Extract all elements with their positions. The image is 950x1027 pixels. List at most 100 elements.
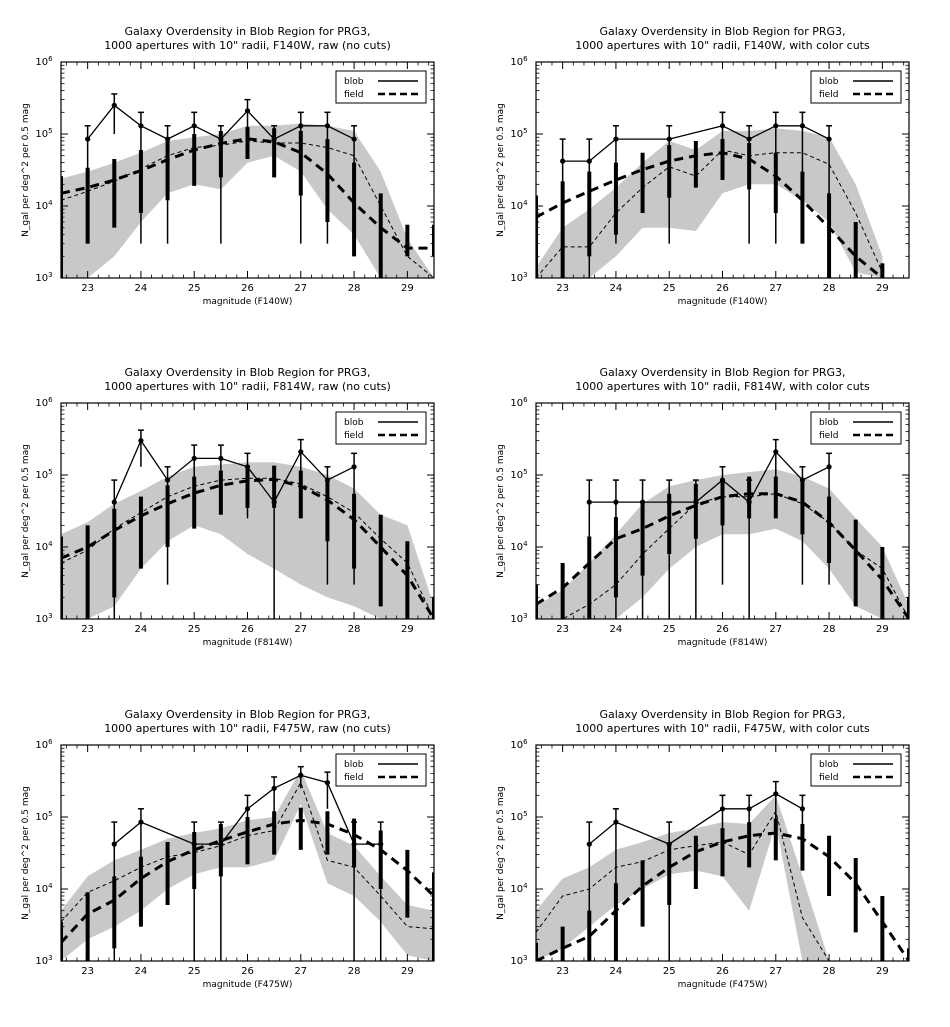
x-tick-label: 25 — [663, 966, 676, 977]
y-axis-label: N_gal per deg^2 per 0.5 mag — [496, 444, 506, 578]
blob-line — [589, 450, 830, 504]
blob-point — [799, 123, 806, 129]
blob-point — [111, 499, 117, 505]
x-tick-label: 28 — [823, 283, 836, 294]
blob-point — [826, 464, 832, 470]
blob-point — [613, 819, 619, 825]
chart-panel: Galaxy Overdensity in Blob Region for PR… — [21, 366, 435, 648]
y-axis-label: N_gal per deg^2 per 0.5 mag — [21, 444, 31, 578]
y-tick-label: 106 — [510, 55, 528, 68]
x-tick-label: 24 — [610, 624, 623, 635]
blob-point — [586, 158, 592, 164]
x-tick-label: 29 — [401, 624, 414, 635]
x-tick-label: 29 — [401, 966, 414, 977]
blob-point — [298, 123, 304, 129]
x-tick-label: 23 — [81, 283, 94, 294]
legend-label-field: field — [819, 773, 838, 783]
blob-point — [666, 499, 672, 505]
y-tick-label: 105 — [35, 810, 52, 823]
x-tick-label: 27 — [769, 283, 782, 294]
legend-label-blob: blob — [819, 760, 839, 770]
blob-point — [719, 123, 726, 129]
blob-point — [111, 841, 117, 847]
blob-point — [586, 499, 592, 505]
blob-point — [271, 499, 277, 505]
x-tick-label: 28 — [823, 966, 836, 977]
blob-point — [613, 499, 619, 505]
blob-point — [298, 449, 304, 455]
y-tick-label: 103 — [35, 612, 52, 625]
y-tick-label: 104 — [510, 540, 528, 553]
chart-title: Galaxy Overdensity in Blob Region for PR… — [599, 708, 845, 721]
x-tick-label: 24 — [610, 283, 623, 294]
legend-label-blob: blob — [819, 77, 839, 87]
y-tick-label: 104 — [510, 199, 528, 212]
field-model-line — [61, 137, 434, 250]
blob-point — [746, 136, 752, 142]
x-tick-label: 26 — [241, 966, 254, 977]
y-tick-label: 104 — [35, 540, 53, 553]
x-tick-label: 26 — [716, 283, 729, 294]
y-tick-label: 106 — [35, 55, 53, 68]
x-tick-label: 23 — [81, 966, 94, 977]
blob-point — [244, 464, 251, 470]
x-tick-label: 27 — [769, 624, 782, 635]
blob-point — [111, 102, 117, 108]
blob-point — [324, 123, 331, 129]
y-tick-label: 103 — [35, 271, 52, 284]
blob-point — [191, 123, 197, 129]
legend-box — [335, 411, 427, 445]
x-tick-label: 24 — [135, 624, 148, 635]
x-tick-label: 27 — [769, 966, 782, 977]
blob-point — [218, 841, 224, 847]
blob-point — [378, 841, 384, 847]
legend-label-blob: blob — [819, 418, 839, 428]
blob-point — [719, 806, 726, 812]
chart-panel: Galaxy Overdensity in Blob Region for PR… — [21, 25, 435, 307]
y-tick-label: 103 — [510, 612, 527, 625]
legend-box — [810, 70, 902, 104]
blob-point — [773, 791, 779, 797]
chart-title: Galaxy Overdensity in Blob Region for PR… — [124, 366, 370, 379]
plot-area — [61, 429, 434, 619]
x-tick-label: 24 — [610, 966, 623, 977]
blob-point — [164, 136, 171, 142]
blob-point — [639, 499, 646, 505]
blob-point — [746, 806, 752, 812]
y-tick-label: 106 — [35, 396, 53, 409]
x-tick-label: 28 — [348, 624, 361, 635]
x-tick-label: 27 — [294, 624, 307, 635]
y-axis-label: N_gal per deg^2 per 0.5 mag — [496, 786, 506, 920]
y-tick-label: 105 — [510, 468, 527, 481]
x-tick-label: 29 — [876, 283, 889, 294]
blob-point — [666, 841, 672, 847]
legend-label-field: field — [344, 431, 363, 441]
x-tick-label: 28 — [823, 624, 836, 635]
x-tick-label: 25 — [188, 966, 201, 977]
chart-panel: Galaxy Overdensity in Blob Region for PR… — [496, 25, 910, 307]
plot-area — [536, 780, 909, 961]
blob-point — [244, 806, 251, 812]
x-tick-label: 23 — [556, 283, 569, 294]
y-tick-label: 104 — [35, 199, 53, 212]
x-tick-label: 25 — [663, 624, 676, 635]
x-tick-label: 25 — [188, 624, 201, 635]
blob-point — [138, 438, 144, 444]
y-axis-label: N_gal per deg^2 per 0.5 mag — [496, 103, 506, 237]
chart-panel: Galaxy Overdensity in Blob Region for PR… — [496, 366, 910, 648]
x-tick-label: 24 — [135, 966, 148, 977]
blob-point — [351, 841, 357, 847]
y-tick-label: 103 — [510, 271, 527, 284]
blob-point — [719, 477, 726, 483]
x-tick-label: 27 — [294, 283, 307, 294]
blob-point — [799, 806, 806, 812]
x-tick-label: 23 — [556, 966, 569, 977]
blob-point — [218, 136, 224, 142]
blob-point — [191, 841, 197, 847]
blob-point — [271, 785, 277, 791]
field-band — [61, 462, 434, 619]
chart-subtitle: 1000 apertures with 10" radii, F475W, ra… — [104, 722, 391, 735]
legend-label-field: field — [819, 431, 838, 441]
blob-point — [351, 464, 357, 470]
chart-subtitle: 1000 apertures with 10" radii, F814W, wi… — [575, 380, 870, 393]
